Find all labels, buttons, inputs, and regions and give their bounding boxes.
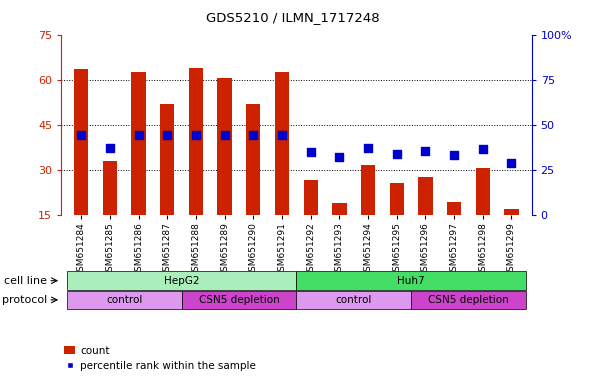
Text: cell line: cell line <box>4 276 47 286</box>
Text: control: control <box>335 295 372 305</box>
Bar <box>131 72 146 215</box>
Text: protocol: protocol <box>1 295 47 305</box>
Point <box>363 145 373 151</box>
Bar <box>74 69 89 215</box>
Text: control: control <box>106 295 142 305</box>
Point <box>220 132 230 138</box>
Bar <box>296 291 411 309</box>
Bar <box>411 291 526 309</box>
Point <box>105 145 115 151</box>
Bar <box>160 104 174 215</box>
Bar <box>189 68 203 215</box>
Point <box>478 146 488 152</box>
Point <box>392 151 401 157</box>
Text: GDS5210 / ILMN_1717248: GDS5210 / ILMN_1717248 <box>207 12 380 25</box>
Point <box>507 160 516 166</box>
Point <box>334 154 344 161</box>
Legend: count, percentile rank within the sample: count, percentile rank within the sample <box>60 341 260 375</box>
Point <box>420 148 430 154</box>
Point <box>449 152 459 159</box>
Bar <box>390 184 404 215</box>
Bar <box>304 180 318 215</box>
Point <box>76 132 86 138</box>
Bar <box>67 271 296 290</box>
Bar <box>275 72 289 215</box>
Bar <box>332 203 346 215</box>
Bar <box>419 177 433 215</box>
Point <box>163 132 172 138</box>
Text: CSN5 depletion: CSN5 depletion <box>428 295 509 305</box>
Bar <box>447 202 461 215</box>
Text: CSN5 depletion: CSN5 depletion <box>199 295 279 305</box>
Point <box>191 132 201 138</box>
Bar <box>296 271 526 290</box>
Bar <box>504 209 519 215</box>
Text: Huh7: Huh7 <box>397 276 425 286</box>
Bar <box>67 291 181 309</box>
Point <box>306 149 315 155</box>
Text: HepG2: HepG2 <box>164 276 199 286</box>
Bar <box>475 169 490 215</box>
Point <box>277 132 287 138</box>
Bar <box>361 166 375 215</box>
Bar <box>103 161 117 215</box>
Point <box>249 132 258 138</box>
Bar <box>218 78 232 215</box>
Bar <box>246 104 260 215</box>
Point <box>134 132 144 138</box>
Bar <box>181 291 296 309</box>
